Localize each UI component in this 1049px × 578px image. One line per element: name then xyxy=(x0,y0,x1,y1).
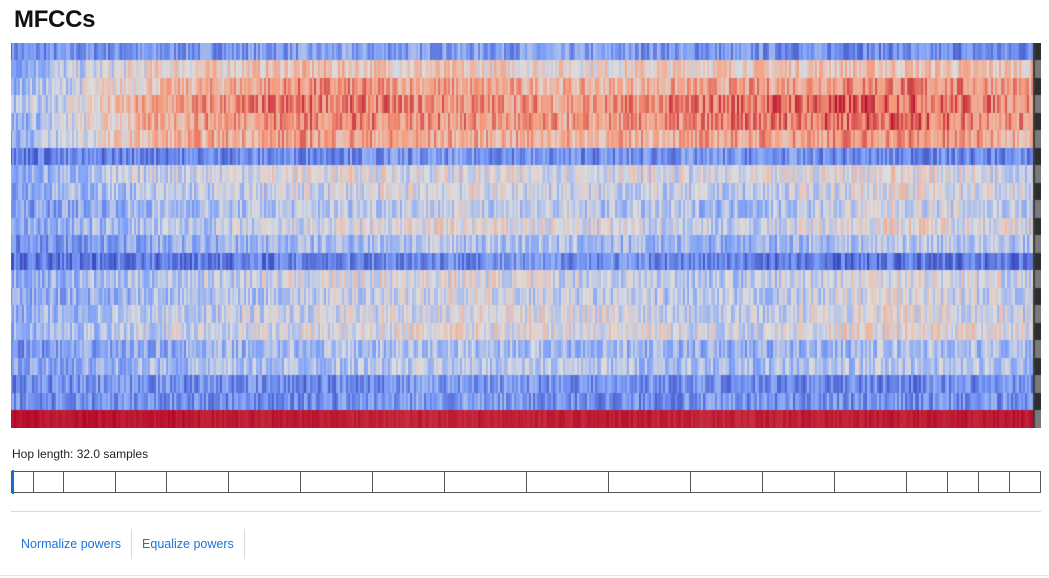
frame-boundary-tick xyxy=(906,472,907,492)
frame-boundary-tick xyxy=(1040,472,1041,492)
bottom-border xyxy=(0,575,1049,576)
frame-boundary-tick xyxy=(300,472,301,492)
frame-boundary-tick xyxy=(444,472,445,492)
frame-boundary-tick xyxy=(978,472,979,492)
frame-boundary-tick xyxy=(1009,472,1010,492)
page-title: MFCCs xyxy=(14,6,96,33)
frame-boundary-tick xyxy=(166,472,167,492)
equalize-powers-button[interactable]: Equalize powers xyxy=(132,529,244,559)
frame-boundary-tick xyxy=(947,472,948,492)
frame-boundary-tick xyxy=(608,472,609,492)
playhead-marker[interactable] xyxy=(12,470,14,494)
heatmap-canvas xyxy=(11,43,1041,428)
frame-boundary-tick xyxy=(33,472,34,492)
frame-boundary-tick xyxy=(762,472,763,492)
action-bar: Normalize powers Equalize powers xyxy=(11,529,245,559)
normalize-powers-button[interactable]: Normalize powers xyxy=(11,529,131,559)
mfcc-heatmap xyxy=(11,43,1041,428)
separator xyxy=(243,529,245,559)
separator xyxy=(131,529,133,559)
frame-boundary-tick xyxy=(228,472,229,492)
frame-boundary-tick xyxy=(526,472,527,492)
frame-boundary-tick xyxy=(834,472,835,492)
frame-boundary-tick xyxy=(372,472,373,492)
hop-length-label: Hop length: 32.0 samples xyxy=(12,447,149,461)
divider xyxy=(11,511,1041,512)
frame-strip[interactable] xyxy=(11,470,1041,494)
frame-boundary-tick xyxy=(63,472,64,492)
frame-boundary-tick xyxy=(115,472,116,492)
frame-boundary-tick xyxy=(690,472,691,492)
